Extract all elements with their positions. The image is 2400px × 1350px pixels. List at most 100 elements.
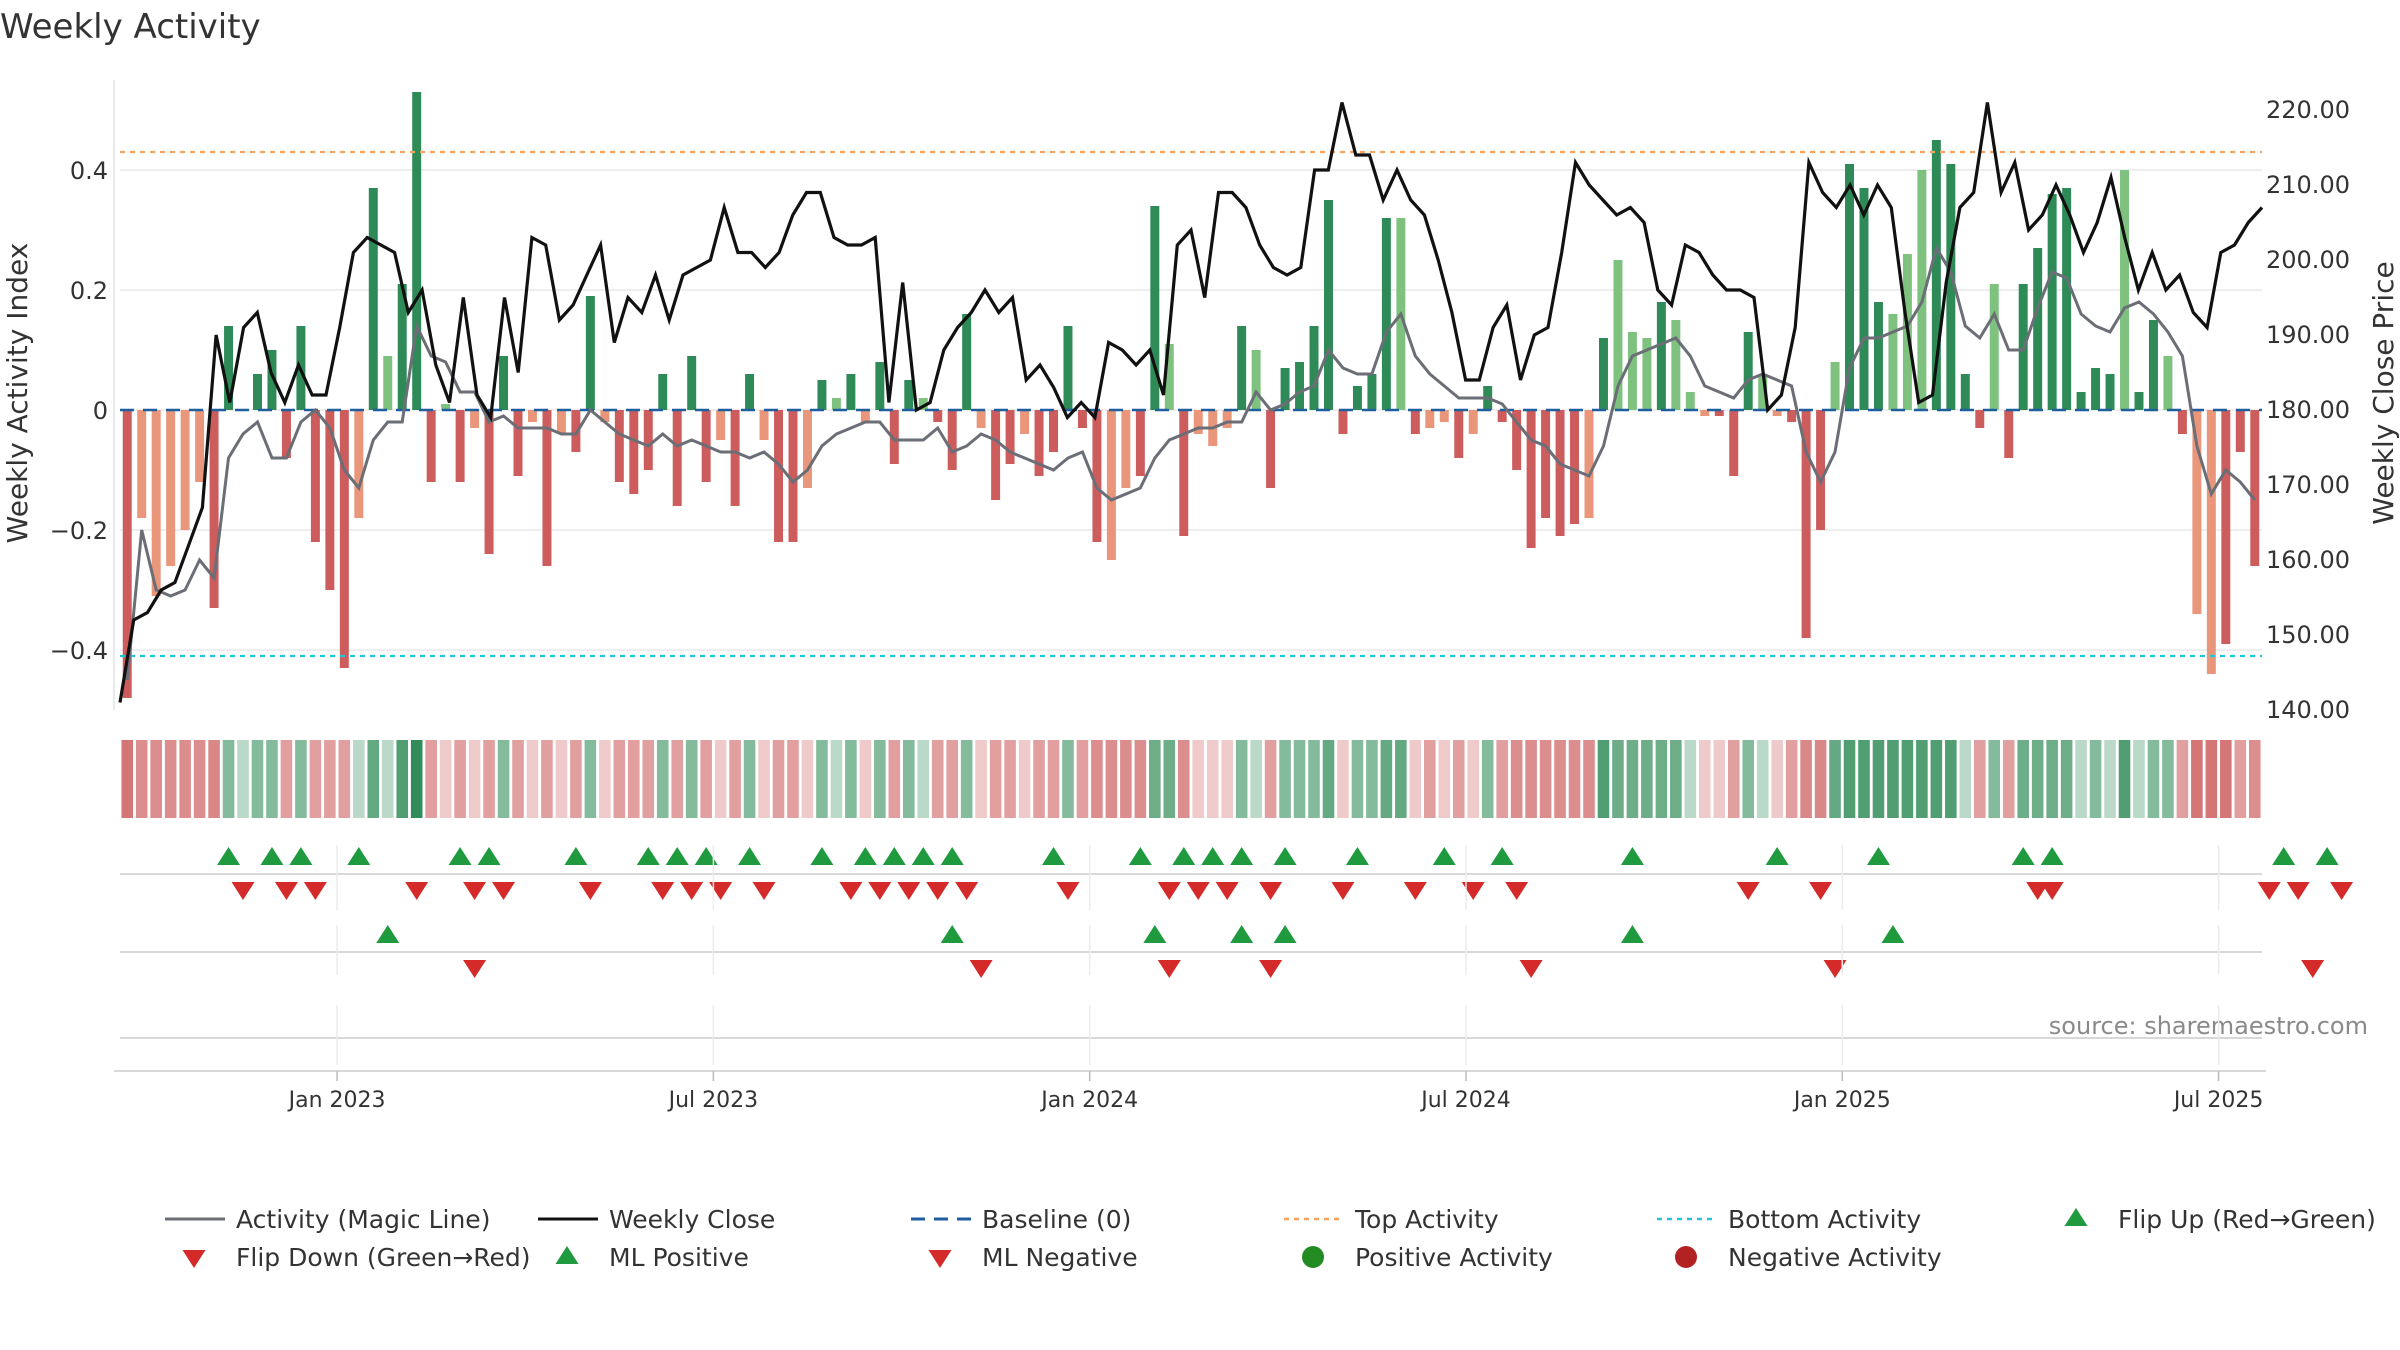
heat-strip-cell [570, 740, 582, 818]
heat-strip-cell [1901, 740, 1914, 818]
flip-down-marker [2040, 882, 2064, 900]
flip-up-marker [2315, 847, 2339, 865]
activity-bar [1685, 392, 1695, 410]
heat-strip-cell [2060, 740, 2073, 818]
activity-bar [1787, 410, 1797, 422]
heat-strip-cell [1481, 740, 1494, 818]
activity-bar [2062, 188, 2072, 410]
heat-strip-cell [656, 740, 669, 818]
source-text: source: sharemaestro.com [2049, 1012, 2368, 1040]
ml-positive-marker [376, 925, 400, 943]
ml-positive-marker [1620, 925, 1644, 943]
ml-positive-marker [1273, 925, 1297, 943]
x-tick-label: Jan 2024 [1039, 1088, 1138, 1113]
ml-negative-marker [969, 960, 993, 978]
activity-bar [918, 398, 928, 410]
heat-strip-cell [2089, 740, 2102, 818]
flip-up-marker [1432, 847, 1456, 865]
activity-bar [1656, 302, 1666, 410]
ml-negative-marker [1157, 960, 1181, 978]
legend-label: ML Positive [609, 1243, 749, 1272]
flip-down-marker [1403, 882, 1427, 900]
heat-strip-cell [989, 740, 1002, 818]
heat-strip-cell [960, 740, 973, 818]
heat-strip-cell [1395, 740, 1407, 818]
legend-label: Negative Activity [1728, 1243, 1942, 1272]
right-axis-label: Weekly Close Price [2367, 261, 2400, 524]
legend-item: Weekly Close [538, 1205, 775, 1234]
activity-bar [817, 380, 827, 410]
activity-bar [1772, 410, 1782, 416]
heat-strip-cell [1829, 740, 1841, 818]
heat-strip-cell [1525, 740, 1537, 818]
heat-strip-cell [367, 740, 380, 818]
activity-bar [441, 404, 451, 410]
legend-item: Activity (Magic Line) [165, 1205, 490, 1234]
activity-bar [1049, 410, 1058, 452]
activity-bar [1627, 332, 1637, 410]
flip-down-marker [955, 882, 979, 900]
activity-bar [2148, 320, 2158, 410]
heat-strip-cell [208, 740, 220, 818]
activity-bar [1613, 260, 1623, 410]
heat-strip-cell [2046, 740, 2058, 818]
activity-bar [310, 410, 320, 542]
ml-negative-marker [1823, 960, 1847, 978]
activity-bar [1280, 368, 1290, 410]
heat-strip-cell [1858, 740, 1870, 818]
activity-bar [1410, 410, 1420, 434]
activity-bar [383, 356, 393, 410]
activity-bar [1845, 164, 1855, 410]
flip-down-marker [651, 882, 675, 900]
heat-strip-cell [1800, 740, 1812, 818]
activity-bar [1106, 410, 1116, 560]
heat-strip-cell [1018, 740, 1031, 818]
activity-bar [1555, 410, 1565, 536]
heat-strip-cell [1814, 740, 1827, 818]
x-tick-label: Jul 2024 [1419, 1088, 1511, 1113]
heat-strip-cell [1380, 740, 1393, 818]
heat-strip-cell [324, 740, 336, 818]
activity-bar [1425, 410, 1435, 428]
flip-down-marker [1505, 882, 1529, 900]
activity-bar [716, 410, 726, 440]
legend-label: Baseline (0) [982, 1205, 1131, 1234]
legend-item: Top Activity [1284, 1205, 1499, 1234]
heat-strip-cell [1351, 740, 1364, 818]
heat-strip-cell [1887, 740, 1899, 818]
heat-strip-cell [1206, 740, 1219, 818]
heat-strip-cell [946, 740, 958, 818]
flip-down-marker [752, 882, 776, 900]
heat-strip-cell [497, 740, 510, 818]
heat-strip-cell [2031, 740, 2044, 818]
right-tick-label: 190.00 [2266, 321, 2350, 349]
heat-strip-cell [1120, 740, 1132, 818]
activity-bar [687, 356, 697, 410]
flip-up-marker [1490, 847, 1514, 865]
activity-bar [2120, 170, 2129, 410]
activity-bar [889, 410, 899, 464]
ml-negative-marker [1519, 960, 1543, 978]
heat-strip-cell [1134, 740, 1147, 818]
activity-heat-strip [121, 740, 2261, 818]
heat-strip-cell [975, 740, 987, 818]
heat-strip-cell [801, 740, 814, 818]
heat-strip-cell [179, 740, 191, 818]
activity-bar [1917, 170, 1927, 410]
activity-bar [1020, 410, 1030, 434]
activity-bar [2206, 410, 2216, 674]
activity-bar [1251, 350, 1261, 410]
activity-bar [643, 410, 653, 470]
activity-bar [1295, 362, 1305, 410]
heat-strip-cell [685, 740, 698, 818]
activity-bar [2004, 410, 2014, 458]
activity-bar [1975, 410, 1985, 428]
legend-label: Activity (Magic Line) [236, 1205, 490, 1234]
heat-strip-cell [1235, 740, 1248, 818]
flip-up-marker [1128, 847, 1152, 865]
left-tick-label: 0 [93, 397, 108, 425]
flip-up-marker [1345, 847, 1369, 865]
ml-positive-marker [940, 925, 964, 943]
flip-down-marker [1186, 882, 1210, 900]
